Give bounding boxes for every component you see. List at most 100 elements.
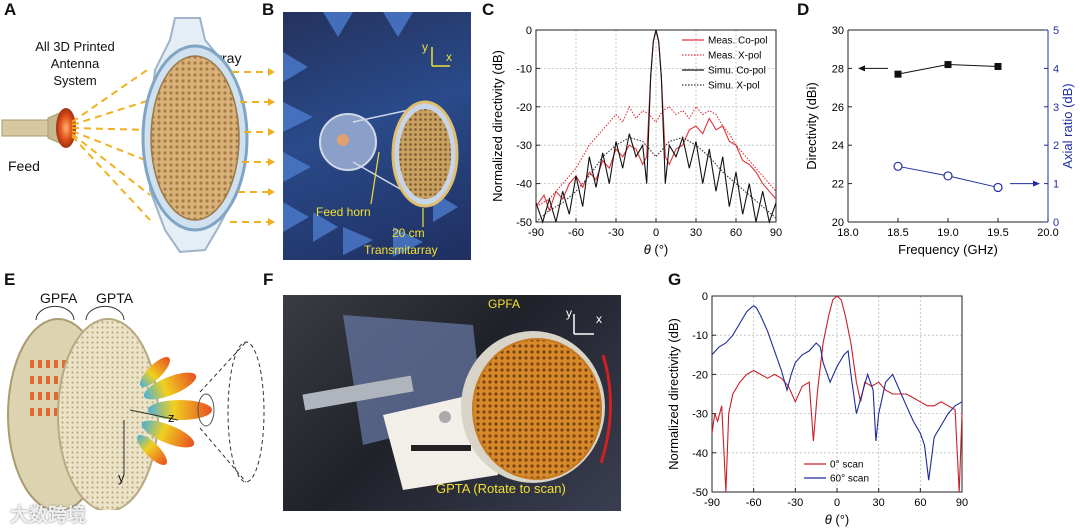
y-axis-label: Normalized directivity (dB) (666, 318, 681, 470)
panel-b-axis-y: y (422, 40, 428, 54)
y-tick-label: -10 (692, 330, 708, 342)
y-tick-label: 28 (832, 63, 844, 75)
gpta-disk (57, 318, 159, 510)
panel-b-axis-x: x (446, 50, 452, 64)
panel-a-output-rays (230, 68, 275, 226)
y-tick-label: -30 (692, 409, 708, 421)
y-tick-label: -40 (692, 448, 708, 460)
feed-horn-shape (1, 108, 76, 148)
panel-a-rays (71, 67, 151, 221)
y2-tick-label: 1 (1053, 179, 1059, 191)
legend-label-2: Meas. X-pol (708, 51, 761, 62)
series-line-4 (535, 136, 777, 223)
panel-e-letter: E (4, 270, 16, 289)
y2-tick-label: 4 (1053, 63, 1059, 75)
axial-ratio-point (943, 171, 953, 181)
panel-f-gpta-label: GPTA (Rotate to scan) (436, 481, 566, 496)
y-tick-label: -20 (692, 369, 708, 381)
panel-f-photo-art (302, 315, 613, 490)
panel-e-gpta-label: GPTA (96, 290, 134, 306)
array-frame (141, 17, 249, 254)
directivity-point (994, 62, 1002, 70)
right-axis-arrowhead (1033, 180, 1040, 187)
y-tick-label: 20 (832, 217, 844, 229)
panel-e-illustration (7, 305, 265, 510)
axial-ratio-point (993, 182, 1003, 193)
x-axis-label: Frequency (GHz) (898, 242, 998, 257)
panel-f-axis-x: x (596, 312, 602, 326)
y-tick-label: 30 (832, 25, 844, 37)
panel-g-chart: -90 -60 -30 0 30 60 90 0 -10 -20 -30 -40 -50 θ (°) Nor… (666, 291, 968, 527)
series-line-2 (535, 105, 777, 208)
directivity-point (944, 61, 952, 69)
x-tick-label: 19.0 (937, 227, 958, 239)
y2-axis-label: Axial ratio (dB) (1060, 83, 1075, 168)
legend: Meas. Co-pol Meas. X-pol Simu. Co-pol Simu.… (682, 36, 767, 92)
x-tick-label: 90 (770, 227, 782, 239)
x-tick-label: -60 (568, 227, 584, 239)
x-tick-label: 30 (873, 497, 885, 509)
legend-label-3: Simu. Co-pol (708, 66, 766, 77)
panel-b-transmitarray-label: Transmitarray (364, 243, 438, 257)
directivity-point (894, 70, 902, 78)
x-tick-label: 0 (653, 227, 659, 239)
y-tick-label: 22 (832, 179, 844, 191)
x-tick-label: -60 (746, 497, 762, 509)
y2-tick-label: 0 (1053, 217, 1059, 229)
y-axis-label: Directivity (dBi) (804, 82, 819, 169)
x-tick-label: 30 (690, 227, 702, 239)
y-tick-label: -40 (516, 179, 532, 191)
panel-b-callout-lines (370, 151, 424, 227)
x-tick-label: 20.0 (1037, 227, 1058, 239)
x-tick-label: 0 (834, 497, 840, 509)
panel-a-title-line-1: All 3D Printed (35, 39, 115, 54)
y2-tick-label: 5 (1053, 25, 1059, 37)
panel-b-size-label: 20 cm (392, 226, 425, 240)
panel-b-photo (283, 12, 471, 260)
panel-e-axis-z: z (168, 410, 175, 425)
panel-a-title-line-2: Antenna (50, 56, 100, 71)
x-tick-label: 18.5 (887, 227, 908, 239)
series-line-1 (711, 295, 963, 493)
legend-label-4: Simu. X-pol (708, 81, 760, 92)
y-tick-label: -10 (516, 63, 532, 75)
absorber-cones (283, 12, 458, 257)
panel-a-illustration (1, 17, 275, 254)
panel-g-letter: G (668, 270, 682, 289)
panel-a-letter: A (4, 0, 17, 19)
legend-label-1: Meas. Co-pol (708, 36, 767, 47)
y-tick-label: 26 (832, 102, 844, 114)
y-tick-label: -30 (516, 140, 532, 152)
x-tick-label: 90 (956, 497, 968, 509)
x-tick-label: -90 (704, 497, 720, 509)
radiation-lobes (137, 357, 212, 465)
x-tick-label: 60 (730, 227, 742, 239)
x-axis-label: θ (°) (644, 242, 669, 257)
y2-tick-label: 2 (1053, 140, 1059, 152)
panel-a-title-line-3: System (53, 73, 97, 88)
y-tick-label: -50 (516, 217, 532, 229)
panel-c-letter: C (482, 0, 495, 19)
panel-a-feed-label: Feed (8, 158, 40, 174)
panel-e-axis-y: y (118, 470, 125, 485)
x-tick-label: -90 (528, 227, 544, 239)
panel-b-photo-art (283, 12, 459, 257)
panel-f-axis-arrows (573, 314, 594, 335)
y-tick-label: -20 (516, 102, 532, 114)
x-tick-label: -30 (608, 227, 624, 239)
panel-f-axis-y: y (566, 306, 572, 320)
y-tick-label: 0 (526, 25, 532, 37)
x-tick-label: 60 (914, 497, 926, 509)
axial-ratio-point (893, 161, 903, 171)
panel-a-system-title: All 3D Printed Antenna System (20, 38, 130, 89)
panel-b-feed-horn-label: Feed horn (316, 205, 371, 219)
x-tick-label: -30 (787, 497, 803, 509)
panel-f-photo (283, 295, 621, 511)
panel-d-chart: 18.0 18.5 19.0 19.5 20.0 20 22 24 26 28 30 0 1 2 3 4 5 Fr… (804, 25, 1075, 257)
x-axis-label: θ (°) (825, 512, 850, 527)
y-tick-label: -50 (692, 487, 708, 499)
y-tick-label: 0 (702, 291, 708, 303)
panel-b-axis-arrows (431, 47, 450, 67)
series-line-3 (535, 29, 777, 225)
panel-f-gpfa-label: GPFA (488, 297, 521, 311)
